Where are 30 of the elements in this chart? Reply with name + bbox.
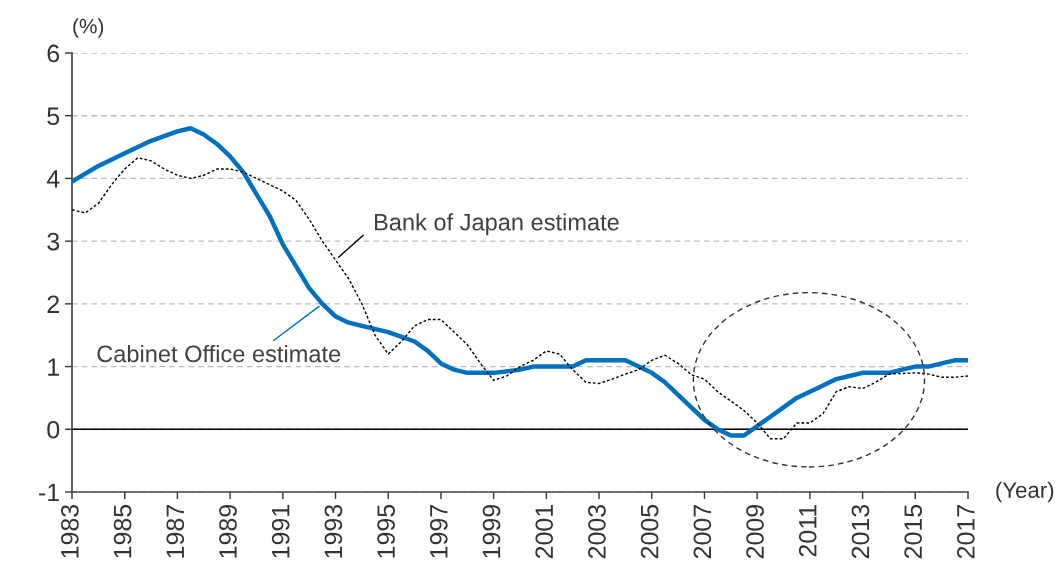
y-tick-label: 4: [46, 170, 60, 188]
x-tick-label: 1989: [219, 504, 237, 558]
y-tick-label: -1: [39, 483, 59, 502]
x-tick-label: 1983: [61, 504, 79, 558]
y-tick-label: 3: [47, 232, 60, 251]
x-tick-label: 1993: [324, 504, 343, 558]
x-axis-title: (Year): [996, 481, 1054, 503]
y-tick-label: 0: [47, 420, 60, 439]
x-tick-label: 1997: [429, 505, 448, 558]
x-tick-label: 2001: [535, 505, 554, 559]
x-tick-label: 1987: [166, 505, 185, 558]
x-tick-label: 2011: [798, 505, 817, 557]
x-tick-label: 2017: [957, 505, 975, 559]
x-tick-label: 2013: [851, 504, 870, 559]
x-tick-label: 2015: [904, 504, 923, 559]
x-tick-label: 1995: [377, 504, 395, 558]
x-tick-label: 1999: [482, 504, 501, 558]
legend-label: Cabinet Office estimate: [97, 344, 341, 363]
y-tick-label: 6: [47, 44, 60, 63]
y-tick-label: 2: [47, 295, 59, 313]
x-tick-label: 1985: [113, 504, 132, 558]
y-axis-title: (%): [73, 18, 104, 38]
x-tick-label: 2009: [746, 504, 764, 559]
series-label: Bank of Japan estimate: [374, 213, 619, 236]
x-tick-label: 2007: [693, 505, 712, 559]
x-tick-label: 2005: [640, 504, 659, 559]
y-tick-label: 5: [47, 107, 60, 126]
y-tick-label: 1: [48, 358, 59, 376]
x-tick-label: 2003: [588, 504, 606, 559]
x-tick-label: 1991: [271, 505, 290, 558]
